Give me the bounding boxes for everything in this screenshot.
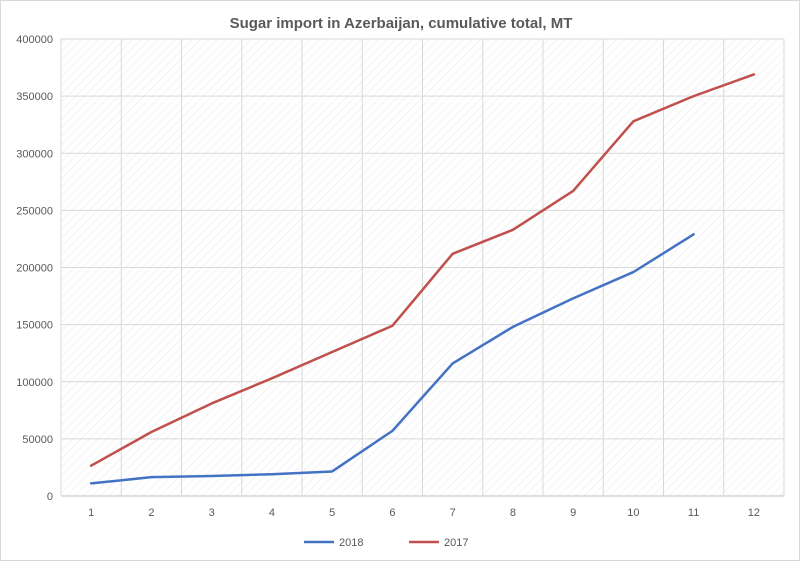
x-tick-label: 11 <box>688 507 699 519</box>
x-tick-label: 7 <box>450 507 456 519</box>
x-tick-label: 4 <box>269 507 275 519</box>
y-tick-label: 200000 <box>16 263 53 275</box>
x-axis: 1 2 3 4 5 6 7 8 9 10 11 12 <box>88 507 760 519</box>
x-tick-label: 10 <box>627 507 639 519</box>
series-layer <box>89 73 756 485</box>
legend-label-2018: 2018 <box>339 537 363 549</box>
y-tick-label: 0 <box>47 491 53 503</box>
y-tick-label: 300000 <box>16 148 53 160</box>
x-tick-label: 12 <box>748 507 760 519</box>
x-tick-label: 9 <box>570 507 576 519</box>
y-tick-label: 150000 <box>16 320 53 332</box>
legend: 2018 2017 <box>304 537 468 549</box>
series-line-2018 <box>89 233 695 485</box>
x-tick-label: 8 <box>510 507 516 519</box>
y-tick-label: 400000 <box>16 34 53 46</box>
chart-title: Sugar import in Azerbaijan, cumulative t… <box>230 15 573 32</box>
x-tick-label: 5 <box>329 507 335 519</box>
y-axis: 0 50000 100000 150000 200000 250000 300000 3500… <box>16 34 53 503</box>
y-tick-label: 350000 <box>16 91 53 103</box>
x-tick-label: 6 <box>389 507 395 519</box>
series-line-2017 <box>89 73 756 467</box>
x-tick-label: 2 <box>148 507 154 519</box>
x-tick-label: 3 <box>209 507 215 519</box>
grid-lines <box>60 38 785 497</box>
y-tick-label: 100000 <box>16 377 53 389</box>
legend-label-2017: 2017 <box>444 537 468 549</box>
x-tick-label: 1 <box>88 507 94 519</box>
y-tick-label: 50000 <box>22 434 53 446</box>
y-tick-label: 250000 <box>16 205 53 217</box>
